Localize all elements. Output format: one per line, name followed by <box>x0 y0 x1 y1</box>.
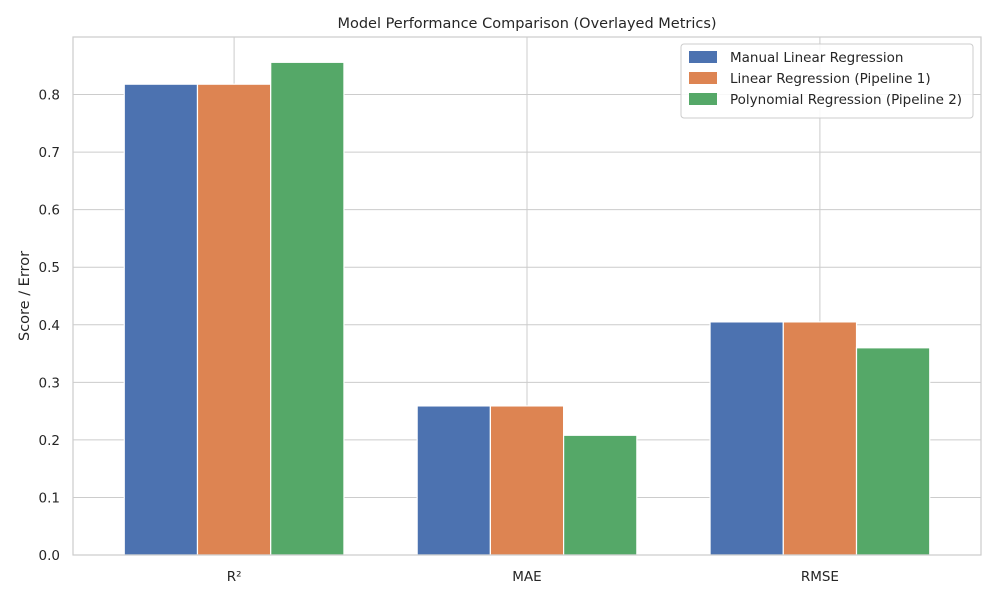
legend-label: Linear Regression (Pipeline 1) <box>730 71 931 87</box>
y-tick-label: 0.2 <box>39 433 60 449</box>
chart-title: Model Performance Comparison (Overlayed … <box>337 16 716 32</box>
y-tick-label: 0.6 <box>39 203 60 219</box>
bar <box>563 434 638 556</box>
legend-label: Manual Linear Regression <box>730 50 903 66</box>
legend-swatch <box>689 93 717 105</box>
y-axis-label: Score / Error <box>17 251 33 341</box>
bar <box>855 347 931 556</box>
y-tick-label: 0.4 <box>39 318 60 334</box>
x-tick-label: R² <box>227 569 242 585</box>
bars <box>123 61 931 556</box>
bar <box>782 321 858 556</box>
legend: Manual Linear Regression Linear Regressio… <box>680 43 974 119</box>
bar <box>489 405 565 556</box>
bar <box>709 321 784 556</box>
y-tick-label: 0.8 <box>39 88 60 104</box>
legend-label: Polynomial Regression (Pipeline 2) <box>730 92 962 108</box>
plot-frame <box>72 36 982 556</box>
bar <box>416 405 491 556</box>
x-tick-label: RMSE <box>801 569 839 585</box>
y-tick-label: 0.7 <box>39 145 60 161</box>
legend-swatch <box>689 72 717 84</box>
y-tick-label: 0.0 <box>39 548 60 564</box>
x-tick-label: MAE <box>512 569 541 585</box>
legend-frame <box>680 43 974 119</box>
bar <box>123 83 199 556</box>
x-axis-ticks: R² MAE RMSE <box>227 569 839 585</box>
y-tick-label: 0.5 <box>39 260 60 276</box>
bar <box>196 83 272 556</box>
y-tick-label: 0.3 <box>39 375 60 391</box>
y-axis-ticks: 0.0 0.1 0.2 0.3 0.4 0.5 0.6 0.7 0.8 <box>39 88 60 564</box>
bar <box>270 61 345 556</box>
y-tick-label: 0.1 <box>39 490 60 506</box>
legend-swatch <box>689 51 717 63</box>
